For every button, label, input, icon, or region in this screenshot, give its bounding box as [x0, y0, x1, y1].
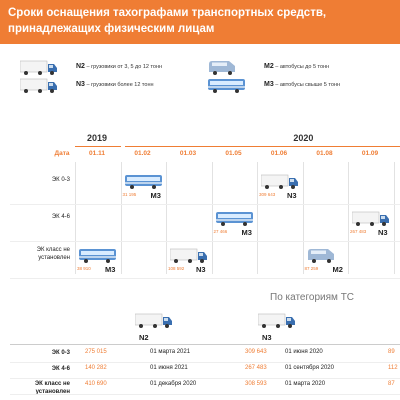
- table-count: 267 483: [245, 365, 267, 371]
- title: Сроки оснащения тахографами транспортных…: [8, 7, 327, 35]
- date: 01.08: [316, 150, 333, 157]
- row-line: [10, 278, 400, 279]
- vehicle-category: M3: [241, 228, 252, 237]
- date: 01.02: [134, 150, 151, 157]
- table-date: 01 сентября 2020: [285, 365, 334, 371]
- table-count: 87: [388, 381, 395, 387]
- year-line: [75, 146, 121, 147]
- vehicle-icon: [257, 313, 296, 334]
- column-line: [211, 162, 213, 274]
- vehicle-icon: [260, 174, 299, 195]
- row-line: [10, 378, 400, 379]
- table-date: 01 декабря 2020: [150, 381, 197, 387]
- row-line: [10, 362, 400, 363]
- vehicle-icon: [169, 248, 208, 269]
- date: 01.09: [361, 150, 379, 157]
- legend-item: N2 – грузовики от 3, 5 до 12 тонн: [76, 63, 162, 70]
- vehicle-category: N3: [378, 228, 388, 237]
- table-date: 01 июня 2021: [150, 365, 188, 371]
- legend-text: – грузовики от 3, 5 до 12 тонн: [84, 64, 163, 70]
- row-label: ЭК класс не установлен: [34, 381, 70, 395]
- table-date: 01 марта 2021: [150, 349, 191, 355]
- row-line: [10, 241, 400, 242]
- vehicle-count: 31 195: [122, 192, 137, 197]
- vehicle-count: 108 592: [168, 266, 185, 271]
- vehicle-count: 87 259: [304, 266, 319, 271]
- row-label: ЭК 4-6: [51, 214, 70, 220]
- table-title: По категориям ТС: [270, 292, 355, 303]
- year: 2020: [293, 133, 314, 143]
- year-line: [124, 146, 400, 147]
- row-label: ЭК класс не установлен: [36, 247, 70, 261]
- legend-item: N3 – грузовики более 12 тонн: [76, 81, 154, 88]
- table-count: 410 690: [85, 381, 107, 387]
- vehicle-icon: [19, 60, 58, 81]
- legend-text: – автобусы свыше 5 тонн: [273, 82, 340, 88]
- column-line: [393, 162, 395, 274]
- legend-code: M2: [264, 63, 274, 70]
- date: 01.05: [225, 150, 242, 157]
- vehicle-icon: [124, 174, 163, 195]
- legend-code: N2: [76, 63, 85, 70]
- row-label: ЭК 4-6: [51, 366, 70, 372]
- date-label: Дата: [54, 150, 70, 157]
- vehicle-icon: [351, 211, 390, 232]
- vehicle-category: M3: [150, 191, 161, 200]
- vehicle-count: 38 910: [77, 266, 91, 271]
- vehicle-icon: [208, 60, 238, 81]
- column-line: [302, 162, 304, 274]
- table-count: 89: [388, 349, 395, 355]
- header-band: [0, 0, 400, 44]
- column-line: [257, 162, 258, 274]
- row-line: [10, 394, 400, 395]
- vehicle-category: M2: [332, 265, 343, 274]
- row-label: ЭК 0-3: [51, 350, 70, 356]
- vehicle-count: 309 643: [259, 192, 276, 197]
- vehicle-category: M3: [105, 265, 116, 274]
- date: 01.06: [270, 150, 288, 157]
- legend-code: M3: [264, 81, 274, 88]
- column-line: [166, 162, 167, 274]
- table-date: 01 июня 2020: [285, 349, 323, 355]
- table-count: 309 643: [245, 349, 267, 355]
- year: 2019: [87, 133, 108, 143]
- header-line: [10, 344, 400, 345]
- vehicle-icon: [134, 313, 173, 334]
- legend-text: – грузовики более 12 тонн: [84, 82, 154, 88]
- legend-code: N3: [76, 81, 85, 88]
- legend-text: – автобусы до 5 тонн: [273, 64, 330, 70]
- vehicle-count: 267 483: [350, 229, 367, 234]
- column-line: [75, 162, 76, 274]
- date: 01.03: [179, 150, 197, 157]
- vehicle-icon: [307, 248, 337, 269]
- legend-item: M3 – автобусы свыше 5 тонн: [264, 81, 340, 88]
- vehicle-icon: [208, 78, 246, 99]
- vehicle-count: 27 466: [213, 229, 228, 234]
- vehicle-category: N3: [287, 191, 297, 200]
- row-label: ЭК 0-3: [51, 177, 70, 183]
- table-count: 140 282: [85, 365, 107, 371]
- table-count: 112: [388, 365, 398, 371]
- row-line: [10, 204, 400, 205]
- column-line: [120, 162, 122, 274]
- vehicle-category: N3: [196, 265, 206, 274]
- column-header: N2: [139, 333, 149, 342]
- table-count: 308 593: [245, 381, 267, 387]
- vehicle-icon: [19, 78, 58, 99]
- table-date: 01 марта 2020: [285, 381, 326, 387]
- column-line: [348, 162, 349, 274]
- date: 01.11: [89, 150, 105, 157]
- table-count: 275 015: [85, 349, 107, 355]
- vehicle-icon: [79, 248, 117, 269]
- vehicle-icon: [215, 211, 254, 232]
- column-header: N3: [262, 333, 272, 342]
- legend-item: M2 – автобусы до 5 тонн: [264, 63, 329, 70]
